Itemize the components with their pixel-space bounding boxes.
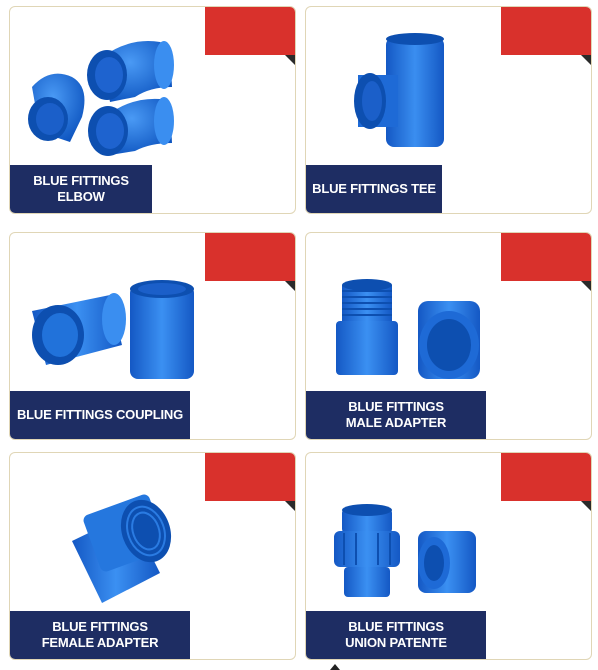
- product-label-line2: UNION PATENTE: [345, 635, 447, 650]
- product-label[interactable]: BLUE FITTINGS COUPLING: [10, 391, 190, 439]
- product-label-line1: BLUE FITTINGS: [348, 619, 444, 634]
- product-label-line2: FEMALE ADAPTER: [41, 635, 159, 650]
- product-label[interactable]: BLUE FITTINGS FEMALE ADAPTER: [10, 611, 190, 659]
- ribbon-fold: [285, 55, 295, 65]
- product-label[interactable]: BLUE FITTINGS MALE ADAPTER: [306, 391, 486, 439]
- product-card-elbow[interactable]: BLUE FITTINGS ELBOW: [9, 6, 296, 214]
- product-card-female-adapter[interactable]: BLUE FITTINGS FEMALE ADAPTER: [9, 452, 296, 660]
- corner-ribbon: [205, 453, 295, 501]
- ribbon-fold: [285, 281, 295, 291]
- scroll-up-arrow-icon[interactable]: [330, 664, 340, 670]
- ribbon-fold: [285, 501, 295, 511]
- product-label-line2: MALE ADAPTER: [345, 415, 447, 430]
- union-fittings-image: [334, 504, 476, 597]
- product-label-line1: BLUE FITTINGS: [348, 399, 444, 414]
- product-label-line1: BLUE FITTINGS ELBOW: [33, 173, 129, 204]
- product-label-line1: BLUE FITTINGS TEE: [312, 181, 436, 196]
- product-label-line1: BLUE FITTINGS COUPLING: [16, 407, 184, 422]
- product-label[interactable]: BLUE FITTINGS ELBOW: [10, 165, 152, 213]
- product-label-line1: BLUE FITTINGS: [52, 619, 148, 634]
- product-label[interactable]: BLUE FITTINGS TEE: [306, 165, 442, 213]
- female-adapter-image: [72, 494, 172, 603]
- product-label[interactable]: BLUE FITTINGS UNION PATENTE: [306, 611, 486, 659]
- product-card-union[interactable]: BLUE FITTINGS UNION PATENTE: [305, 452, 592, 660]
- corner-ribbon: [501, 7, 591, 55]
- corner-ribbon: [501, 233, 591, 281]
- male-adapter-image: [336, 279, 480, 379]
- corner-ribbon: [501, 453, 591, 501]
- ribbon-fold: [581, 501, 591, 511]
- corner-ribbon: [205, 7, 295, 55]
- product-card-male-adapter[interactable]: BLUE FITTINGS MALE ADAPTER: [305, 232, 592, 440]
- elbow-fittings-image: [28, 41, 174, 156]
- product-card-coupling[interactable]: BLUE FITTINGS COUPLING: [9, 232, 296, 440]
- ribbon-fold: [581, 281, 591, 291]
- product-card-tee[interactable]: BLUE FITTINGS TEE: [305, 6, 592, 214]
- ribbon-fold: [581, 55, 591, 65]
- corner-ribbon: [205, 233, 295, 281]
- tee-fitting-image: [354, 33, 444, 147]
- coupling-fittings-image: [32, 280, 194, 379]
